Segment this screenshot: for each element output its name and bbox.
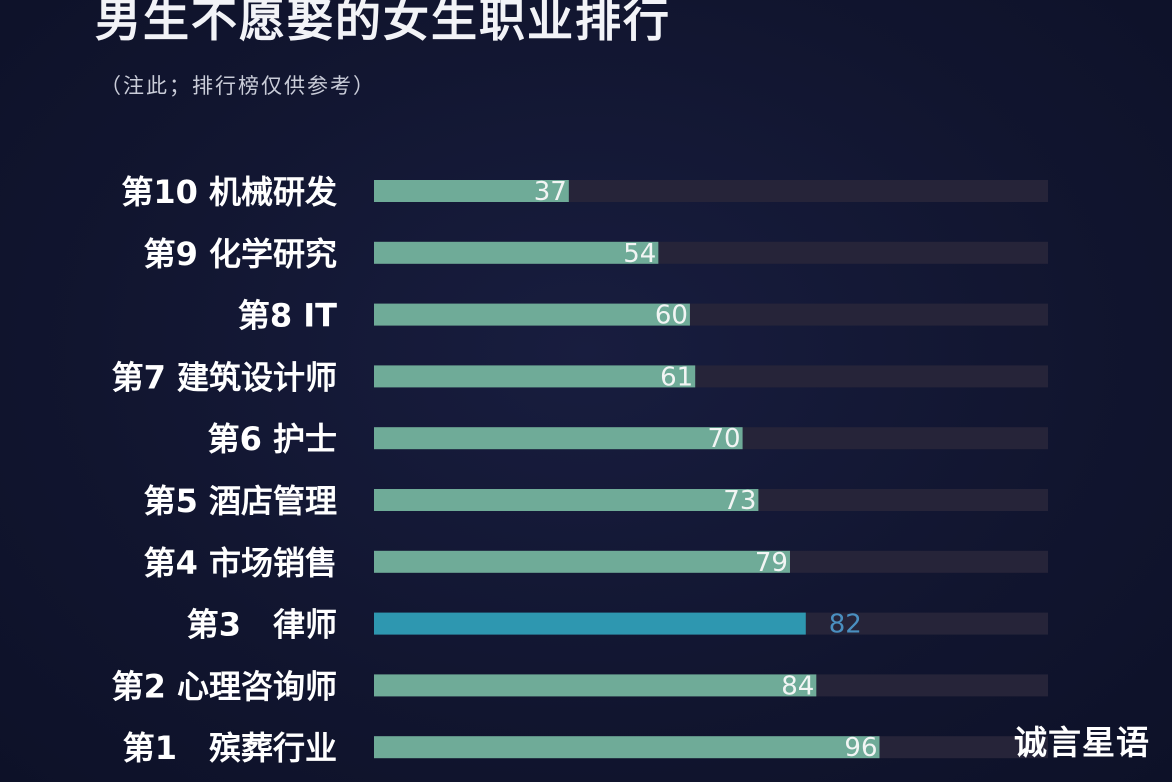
chart-title: 男生不愿娶的女生职业排行: [95, 0, 671, 47]
value-label: 73: [723, 486, 756, 516]
value-label: 82: [829, 610, 862, 640]
category-label: 第3 律师: [187, 606, 337, 644]
bar: [374, 427, 743, 450]
bar: [374, 736, 880, 759]
value-label: 60: [655, 301, 688, 331]
value-label: 37: [534, 177, 567, 207]
category-label: 第10 机械研发: [121, 173, 337, 211]
value-label: 61: [660, 362, 693, 392]
value-label: 96: [844, 733, 877, 763]
category-label: 第8 IT: [238, 297, 337, 335]
category-label: 第5 酒店管理: [144, 482, 337, 520]
category-label: 第4 市场销售: [144, 544, 337, 582]
category-label: 第7 建筑设计师: [112, 358, 337, 396]
category-label: 第2 心理咨询师: [112, 667, 337, 705]
watermark-text: 诚言星语: [1014, 723, 1150, 762]
category-label: 第9 化学研究: [144, 235, 337, 273]
chart-subtitle: （注此；排行榜仅供参考）: [100, 74, 376, 98]
bar: [374, 303, 690, 326]
bar: [374, 489, 759, 511]
bar: [374, 365, 696, 388]
value-label: 54: [623, 239, 656, 269]
bar: [374, 550, 790, 573]
category-label: 第1 殡葬行业: [123, 729, 337, 767]
value-label: 70: [708, 424, 741, 454]
bar: [374, 180, 569, 202]
bar: [374, 612, 806, 635]
bar: [374, 674, 817, 697]
value-label: 79: [755, 548, 788, 578]
category-label: 第6 护士: [208, 420, 337, 458]
bar: [374, 241, 659, 264]
value-label: 84: [781, 671, 814, 701]
